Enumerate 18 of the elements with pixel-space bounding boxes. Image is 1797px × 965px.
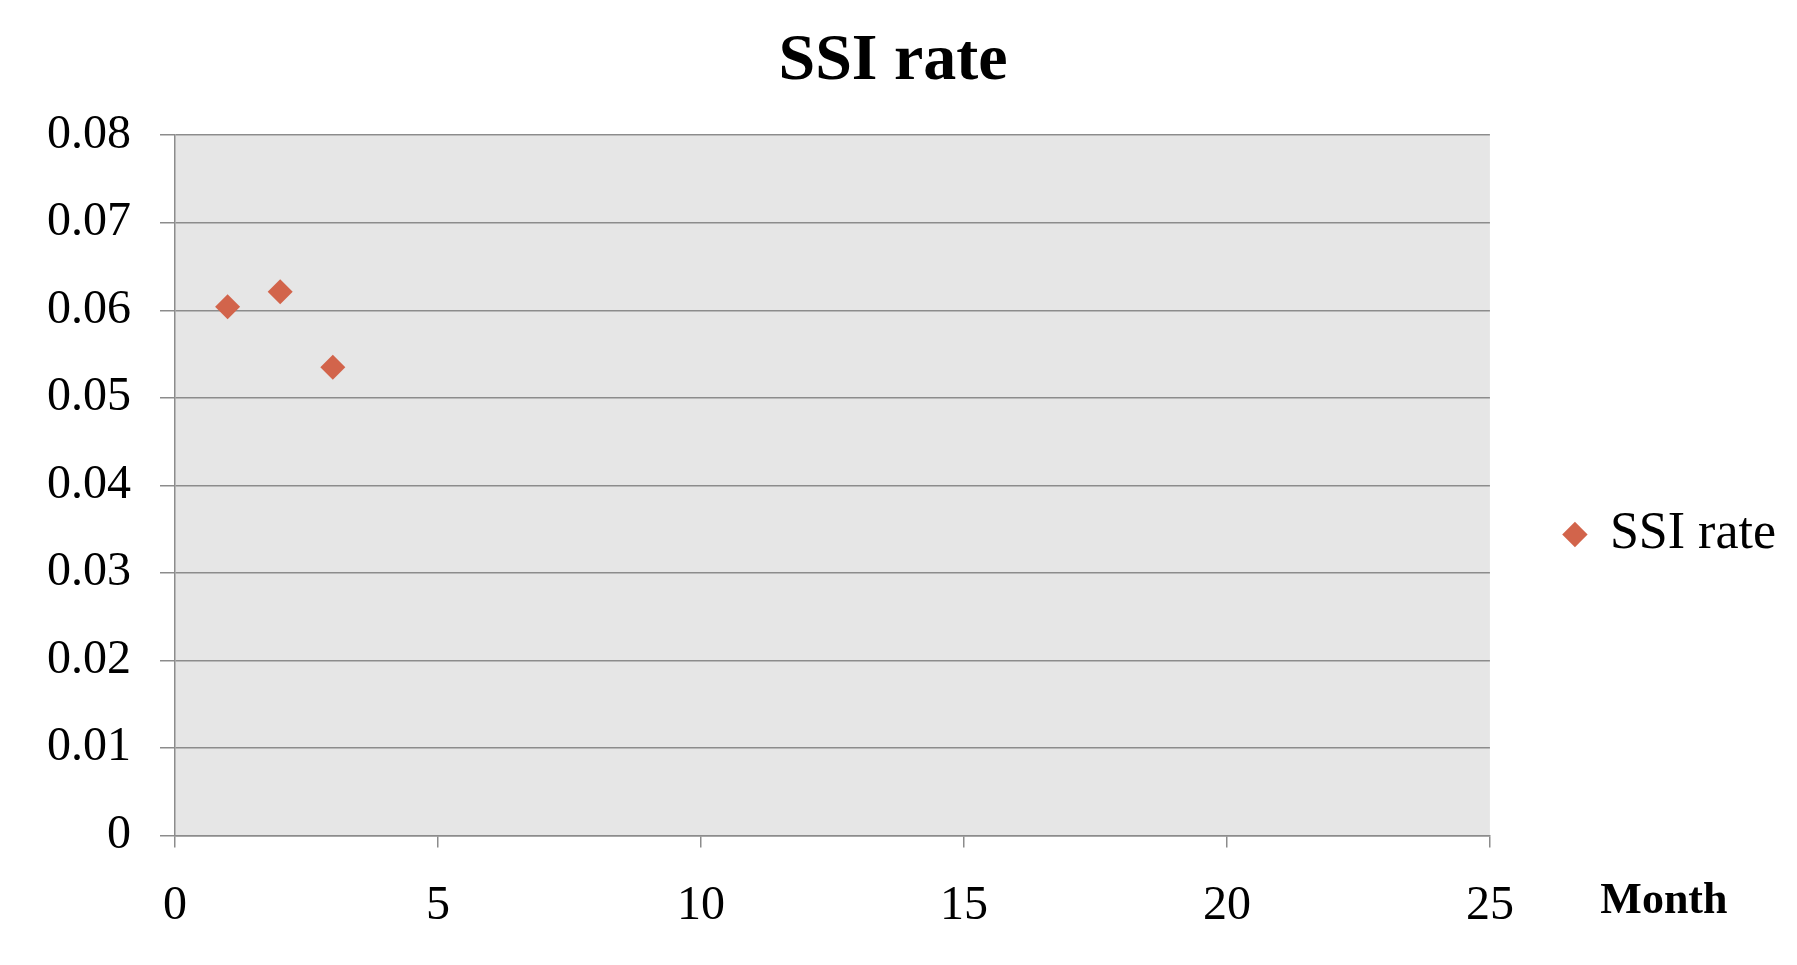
x-tick-label: 25 (1465, 875, 1514, 929)
x-tick-label: 10 (676, 875, 725, 929)
x-tick-label: 15 (939, 875, 988, 929)
chart-title: SSI rate (778, 19, 1008, 93)
y-tick-label: 0 (107, 805, 131, 859)
y-tick-label: 0.04 (47, 454, 131, 508)
x-tick-label: 5 (425, 875, 450, 929)
y-tick-label: 0.01 (47, 717, 131, 771)
y-tick-label: 0.08 (47, 104, 131, 158)
y-tick-label: 0.02 (47, 629, 131, 683)
y-tick-label: 0.07 (47, 192, 131, 246)
x-axis-title: Month (1600, 873, 1728, 923)
y-tick-label: 0.06 (47, 279, 131, 333)
legend-label: SSI rate (1609, 502, 1777, 560)
y-tick-label: 0.03 (47, 542, 131, 596)
x-tick-label: 20 (1202, 875, 1251, 929)
y-tick-label: 0.05 (47, 367, 131, 421)
x-tick-label: 0 (163, 875, 187, 929)
